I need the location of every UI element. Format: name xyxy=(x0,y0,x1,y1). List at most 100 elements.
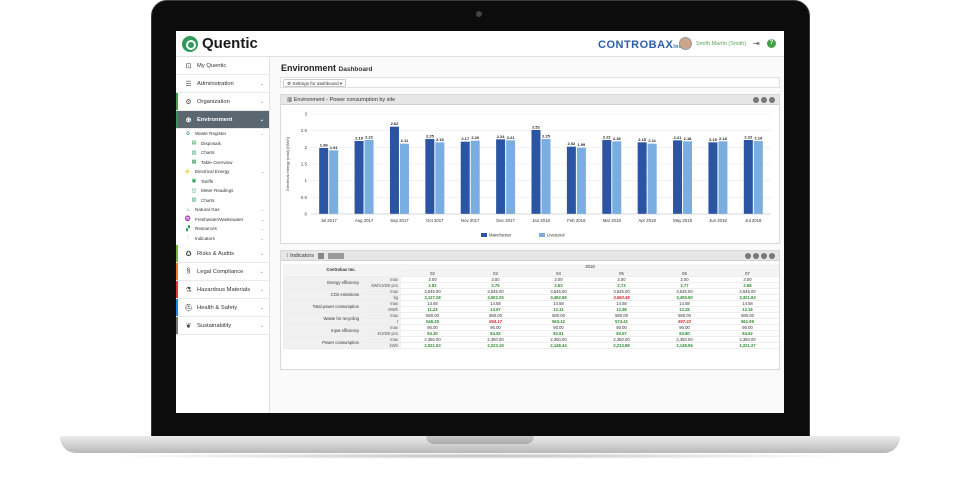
energy-icon: ⚡ xyxy=(184,168,192,175)
x-tick-label: Jan 2018 xyxy=(532,218,550,223)
bar-manchester xyxy=(531,130,541,214)
sidebar-sub-natural-gas[interactable]: ♨ Natural Gas ⌄ xyxy=(176,205,269,215)
user-name[interactable]: Smith Martin (Smith) xyxy=(696,41,747,47)
legend-label: Liverpool xyxy=(547,233,564,238)
unit-cell: max xyxy=(363,324,401,331)
chart-icon: ▥ xyxy=(191,197,197,204)
data-label: 2.19 xyxy=(355,136,364,141)
sidebar-sub-resources[interactable]: ▞ Resources ⌄ xyxy=(176,224,269,234)
value-cell: 84.92 xyxy=(464,330,527,337)
bar-manchester xyxy=(602,140,612,214)
sidebar-sub-charts[interactable]: ▥ Charts xyxy=(176,148,269,158)
value-cell: 2,350.00 xyxy=(401,336,464,343)
quentic-logo-icon xyxy=(182,35,198,52)
bar-liverpool xyxy=(576,147,586,214)
unit-cell: kg xyxy=(363,294,401,301)
sidebar-sub-tariffs[interactable]: ▣ Tariffs xyxy=(176,177,269,187)
chart-panel-header: ▥ Environment - Power consumption by sit… xyxy=(281,95,779,105)
sidebar-sub-label: Electrical Energy xyxy=(195,169,230,175)
sidebar-sub-meter-readings[interactable]: ◫ Meter Readings xyxy=(176,186,269,196)
x-tick-label: Jul 2018 xyxy=(745,218,762,223)
sidebar-item-label: Health & Safety xyxy=(197,304,238,311)
bar-manchester xyxy=(354,141,364,214)
bar-liverpool xyxy=(329,150,339,214)
sidebar-sub-disposals[interactable]: ▤ Disposals xyxy=(176,139,269,149)
value-cell: 90.00 xyxy=(716,324,779,331)
tenant-brand: CONTROBAXInc. xyxy=(598,39,684,51)
unit-cell: €/1000 pcs xyxy=(363,330,401,337)
value-cell: 580.00 xyxy=(527,312,590,319)
value-cell: 561.69 xyxy=(716,318,779,325)
sidebar-sub-electrical-energy[interactable]: ⚡ Electrical Energy ⌄ xyxy=(176,167,269,177)
data-label: 2.22 xyxy=(365,135,374,140)
user-avatar[interactable] xyxy=(679,37,692,50)
value-cell: 12.96 xyxy=(590,306,653,313)
table-row: CO2 emissions max 3,545.00 3,545.00 3,545.00… xyxy=(283,288,779,301)
sidebar-sub-table-overview[interactable]: ▦ Table Overview xyxy=(176,158,269,168)
sidebar-item-hazardous-materials[interactable]: ⚗ Hazardous Materials ⌄ xyxy=(176,281,269,299)
sidebar-item-stripe xyxy=(176,93,178,110)
sidebar-item-risks-audits[interactable]: ✪ Risks & Audits ⌄ xyxy=(176,245,269,263)
laptop-notch xyxy=(426,436,534,444)
panel-refresh-icon[interactable] xyxy=(761,97,767,103)
panel-settings-icon[interactable] xyxy=(753,97,759,103)
main-content: Environment Dashboard ⚙ Settings for das… xyxy=(270,57,784,413)
sidebar-item-health-safety[interactable]: ⛑ Health & Safety ⌄ xyxy=(176,299,269,317)
value-cell: 14.58 xyxy=(401,300,464,307)
month-header-row: 02 03 04 05 06 07 xyxy=(283,270,779,277)
sidebar-item-environment[interactable]: ⊕ Environment ⌄ xyxy=(176,111,269,129)
value-cell: 3,550.48 xyxy=(590,294,653,301)
data-label: 1.91 xyxy=(330,145,339,150)
y-tick-label: 1 xyxy=(304,178,307,183)
value-cell: 2.68 xyxy=(716,282,779,289)
panel-close-icon[interactable] xyxy=(769,253,775,259)
value-cell: 2.63 xyxy=(527,282,590,289)
legend-swatch xyxy=(481,233,487,237)
sidebar-sub-label: Meter Readings xyxy=(201,188,234,194)
data-label: 2.22 xyxy=(744,135,753,140)
table-row: Input efficiency max 90.00 90.00 90.00 90.00 9… xyxy=(283,324,779,337)
value-cell: 3.00 xyxy=(653,276,716,283)
chevron-down-icon: ⌄ xyxy=(259,250,264,257)
bar-liverpool xyxy=(683,141,693,214)
unit-cell: max xyxy=(363,276,401,283)
panel-refresh-icon[interactable] xyxy=(753,253,759,259)
value-cell: 2,350.00 xyxy=(527,336,590,343)
y-tick-label: 2.5 xyxy=(301,128,308,133)
value-cell: 3,405.50 xyxy=(653,294,716,301)
sidebar-sub-freshwater-wastewater[interactable]: ♒ Freshwater/Wastewater ⌄ xyxy=(176,215,269,225)
sidebar-item-legal-compliance[interactable]: § Legal Compliance ⌄ xyxy=(176,263,269,281)
panel-print-icon[interactable] xyxy=(761,253,767,259)
x-tick-label: Nov 2017 xyxy=(461,218,480,223)
sidebar-sub-waste-register[interactable]: ♻ Waste Register ⌄ xyxy=(176,129,269,139)
sidebar-item-my-quentic[interactable]: ⊡ My Quentic xyxy=(176,57,269,75)
value-cell: 2,350.00 xyxy=(653,336,716,343)
value-cell: 3.00 xyxy=(716,276,779,283)
help-icon[interactable]: ? xyxy=(767,39,776,48)
panel-settings-icon[interactable] xyxy=(745,253,751,259)
indicator-label: Total power consumption xyxy=(283,300,363,313)
table-row: Power consumption max 2,350.00 2,350.00 2,35… xyxy=(283,336,779,349)
indicator-label: Waste for recycling xyxy=(283,312,363,325)
data-label: 2.11 xyxy=(401,138,409,143)
logout-icon[interactable]: ⇥ xyxy=(753,39,760,48)
sidebar-item-administration[interactable]: ☰ Administration ⌄ xyxy=(176,75,269,93)
settings-button-label: Settings for dashboard xyxy=(292,81,339,86)
settings-dashboard-button[interactable]: ⚙ Settings for dashboard ▾ xyxy=(283,79,347,87)
bar-liverpool xyxy=(718,141,728,214)
sidebar-item-organization[interactable]: ⚙ Organization ⌄ xyxy=(176,93,269,111)
bar-manchester xyxy=(389,126,399,214)
unit-cell: t xyxy=(363,318,401,325)
sidebar-item-sustainability[interactable]: ❦ Sustainability ⌄ xyxy=(176,317,269,335)
value-cell: 3,545.00 xyxy=(527,288,590,295)
paragraph-icon: § xyxy=(186,268,191,275)
value-cell: 597.22 xyxy=(653,318,716,325)
chevron-down-icon: ⌄ xyxy=(259,304,264,311)
sidebar-sub-indicators[interactable]: ⫶ Indicators ⌄ xyxy=(176,234,269,244)
app-screen: Quentic CONTROBAXInc. Smith Martin (Smit… xyxy=(176,31,784,413)
quentic-logo[interactable]: Quentic xyxy=(182,35,258,52)
sidebar-sub-charts[interactable]: ▥ Charts xyxy=(176,196,269,206)
panel-close-icon[interactable] xyxy=(769,97,775,103)
indicator-label: Energy efficiency xyxy=(283,276,363,289)
value-cell: 3,545.00 xyxy=(716,288,779,295)
